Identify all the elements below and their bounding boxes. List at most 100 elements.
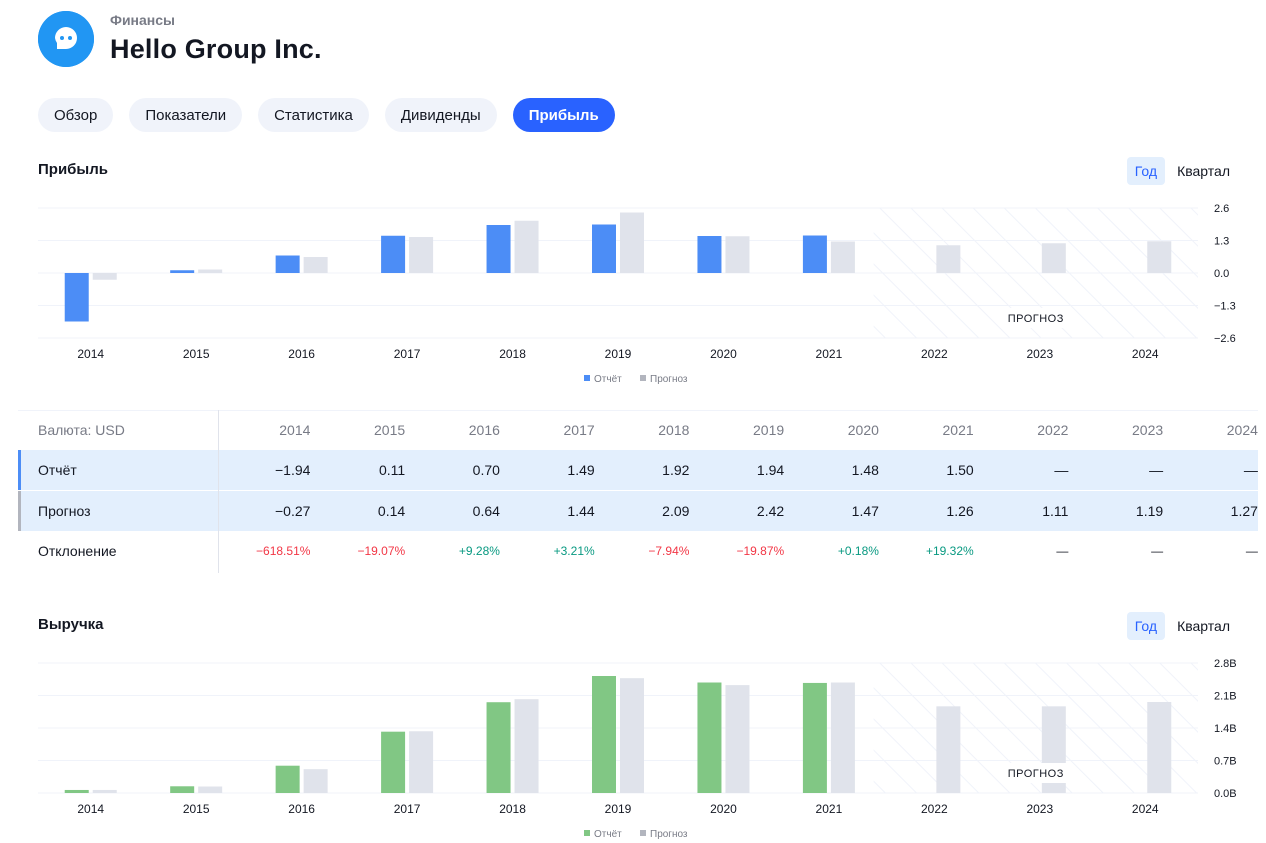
earnings-y-tick-label: −2.6 — [1214, 333, 1236, 345]
earnings-y-tick-label: −1.3 — [1214, 301, 1236, 313]
table-cell: 0.64 — [472, 503, 500, 519]
earnings-x-tick-label: 2019 — [605, 347, 632, 361]
table-year-header: 2019 — [753, 422, 785, 438]
table-year-header: 2017 — [563, 422, 595, 438]
earnings-section-title: Прибыль — [38, 161, 108, 178]
revenue-y-tick-label: 0.7B — [1214, 756, 1237, 768]
table-row-reported[interactable]: Отчёт −1.94 0.11 0.70 1.49 1.92 1.94 1.4… — [18, 450, 1258, 490]
earnings-x-tick-label: 2024 — [1132, 347, 1159, 361]
earnings-estimate-bar — [1041, 243, 1066, 273]
revenue-estimate-bar — [830, 682, 855, 793]
table-cell: 1.11 — [1042, 503, 1069, 519]
table-cell: +3.21% — [553, 544, 595, 558]
earnings-y-tick-label: 0.0 — [1214, 268, 1229, 280]
revenue-reported-bar — [697, 682, 722, 793]
earnings-x-tick-label: 2020 — [710, 347, 737, 361]
earnings-legend-estimate-swatch — [640, 375, 646, 381]
table-cell: — — [1054, 462, 1069, 478]
revenue-period-switch: Год Квартал — [1126, 612, 1238, 640]
tab-statistics[interactable]: Статистика — [258, 98, 369, 132]
revenue-period-year-button[interactable]: Год — [1126, 612, 1166, 640]
earnings-estimate-bar — [198, 269, 223, 273]
earnings-period-quarter-button[interactable]: Квартал — [1177, 163, 1230, 179]
earnings-period-year-button[interactable]: Год — [1126, 157, 1166, 185]
table-cell: 1.27 — [1230, 503, 1258, 519]
revenue-estimate-bar — [620, 678, 644, 793]
table-year-header: 2021 — [942, 422, 974, 438]
table-cell: — — [1243, 462, 1258, 478]
tab-dividends[interactable]: Дивиденды — [384, 98, 497, 132]
revenue-reported-bar — [486, 702, 511, 793]
breadcrumb[interactable]: Финансы — [110, 12, 175, 28]
revenue-legend-reported-label: Отчёт — [594, 829, 622, 840]
revenue-x-tick-label: 2015 — [183, 802, 210, 816]
table-cell: −19.87% — [736, 544, 785, 558]
table-year-header: 2023 — [1132, 422, 1164, 438]
earnings-x-tick-label: 2014 — [77, 347, 104, 361]
revenue-x-tick-label: 2018 — [499, 802, 526, 816]
estimate-row-marker — [18, 491, 21, 531]
page-title: Hello Group Inc. — [110, 34, 322, 64]
earnings-reported-bar — [64, 273, 89, 322]
table-row-deviation[interactable]: Отклонение −618.51% −19.07% +9.28% +3.21… — [18, 531, 1258, 571]
table-cell: 1.48 — [851, 462, 879, 478]
table-row-estimate[interactable]: Прогноз −0.27 0.14 0.64 1.44 2.09 2.42 1… — [18, 491, 1258, 531]
revenue-x-tick-label: 2024 — [1132, 802, 1159, 816]
row-label: Прогноз — [38, 503, 91, 519]
earnings-reported-bar — [170, 270, 195, 273]
table-cell: −0.27 — [274, 503, 311, 519]
table-cell: 2.09 — [662, 503, 690, 519]
company-logo — [38, 11, 94, 67]
revenue-reported-bar — [275, 765, 300, 793]
earnings-x-tick-label: 2018 — [499, 347, 526, 361]
revenue-forecast-label: ПРОГНОЗ — [1008, 768, 1064, 780]
revenue-estimate-bar — [1147, 702, 1172, 793]
reported-row-marker — [18, 450, 21, 490]
table-year-header: 2015 — [374, 422, 406, 438]
earnings-reported-bar — [381, 235, 406, 273]
earnings-forecast-badge — [1001, 308, 1070, 328]
earnings-x-tick-label: 2017 — [394, 347, 421, 361]
earnings-table: Валюта: USD 2014 2015 2016 2017 2018 201… — [18, 410, 1258, 573]
table-cell: — — [1056, 544, 1069, 558]
table-cell: −1.94 — [274, 462, 311, 478]
table-cell: 1.92 — [662, 462, 690, 478]
table-header-row: Валюта: USD 2014 2015 2016 2017 2018 201… — [18, 410, 1258, 450]
revenue-estimate-bar — [725, 685, 750, 793]
row-label: Отклонение — [38, 543, 117, 559]
tab-overview[interactable]: Обзор — [38, 98, 114, 132]
table-cell: — — [1149, 462, 1164, 478]
revenue-estimate-bar — [303, 769, 328, 793]
table-cell: 1.49 — [567, 462, 595, 478]
revenue-x-tick-label: 2014 — [77, 802, 104, 816]
revenue-y-tick-label: 2.1B — [1214, 691, 1237, 703]
currency-label: Валюта: USD — [38, 422, 125, 438]
table-year-header: 2022 — [1037, 422, 1069, 438]
table-year-header: 2016 — [468, 422, 500, 438]
earnings-reported-bar — [486, 225, 511, 273]
tab-metrics[interactable]: Показатели — [129, 98, 243, 132]
table-column-divider — [218, 410, 219, 573]
revenue-reported-bar — [170, 786, 195, 793]
table-year-header: 2024 — [1226, 422, 1258, 438]
tab-earnings[interactable]: Прибыль — [512, 98, 615, 132]
table-cell: −7.94% — [648, 544, 690, 558]
table-cell: — — [1245, 544, 1258, 558]
table-cell: 1.44 — [567, 503, 595, 519]
revenue-x-tick-label: 2023 — [1026, 802, 1053, 816]
earnings-x-tick-label: 2021 — [816, 347, 843, 361]
table-cell: 0.70 — [472, 462, 500, 478]
earnings-estimate-bar — [409, 237, 434, 273]
table-cell: — — [1151, 544, 1164, 558]
revenue-period-quarter-button[interactable]: Квартал — [1177, 618, 1230, 634]
earnings-estimate-bar — [514, 220, 539, 273]
table-cell: 1.19 — [1135, 503, 1164, 519]
earnings-estimate-bar — [92, 273, 117, 280]
earnings-legend-reported-swatch — [584, 375, 590, 381]
earnings-estimate-bar — [725, 236, 750, 273]
earnings-reported-bar — [592, 224, 616, 273]
revenue-estimate-bar — [198, 786, 223, 793]
revenue-legend-estimate-label: Прогноз — [650, 829, 688, 840]
revenue-legend-estimate-swatch — [640, 830, 646, 836]
revenue-section-title: Выручка — [38, 616, 104, 633]
